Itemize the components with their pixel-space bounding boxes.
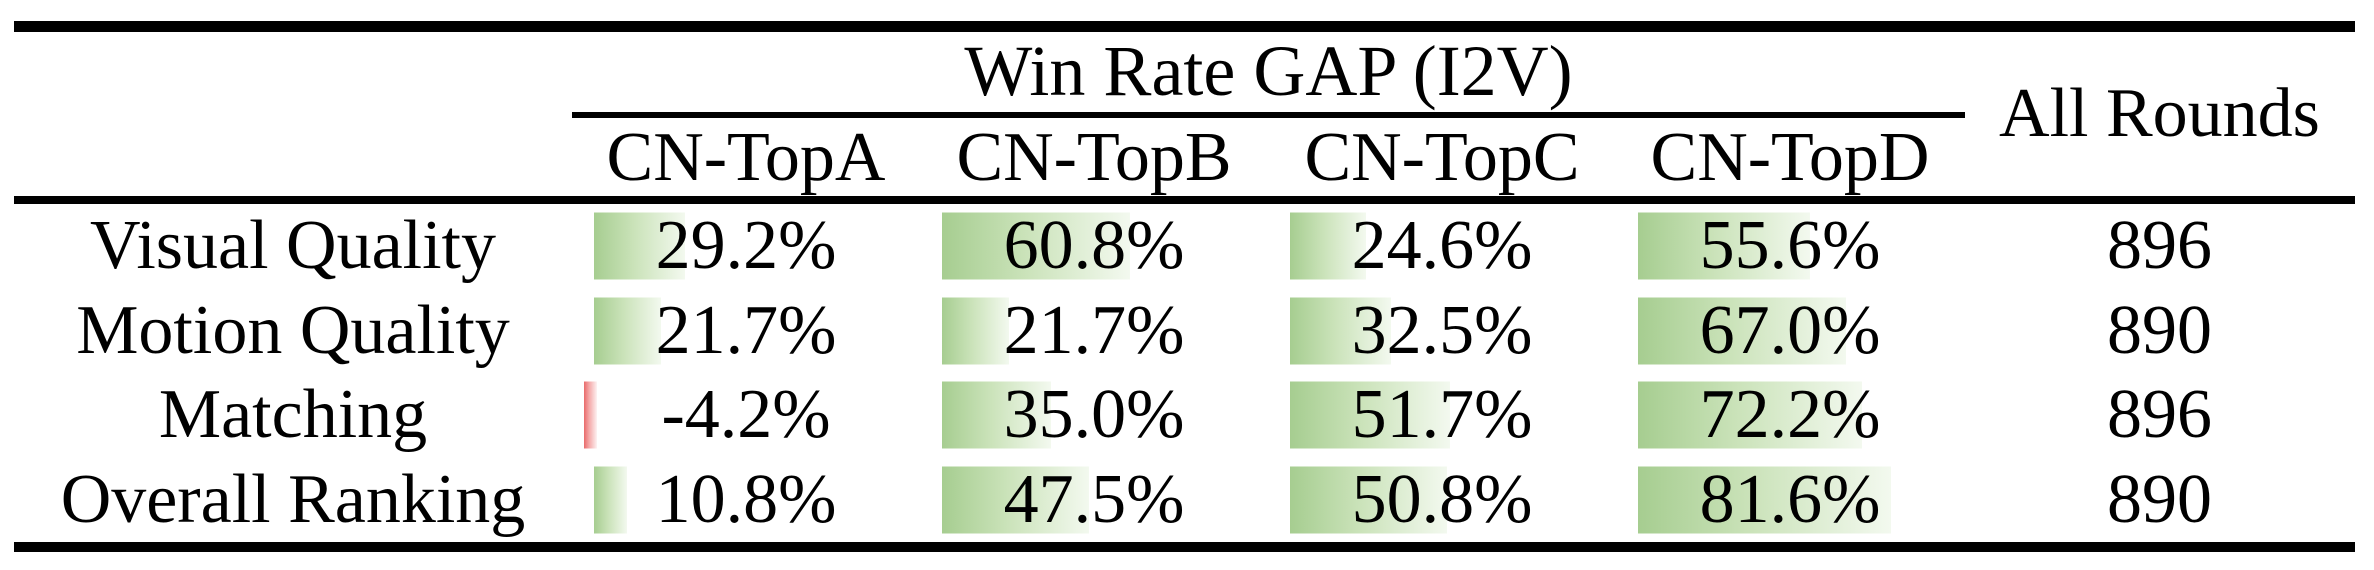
win-rate-cell: 35.0%: [920, 373, 1268, 458]
win-rate-cell: 32.5%: [1268, 289, 1616, 374]
table-body: Visual Quality 29.2% 60.8% 24.6% 55.6% 8…: [14, 204, 2355, 542]
group-header-win-rate-gap: Win Rate GAP (I2V): [964, 30, 1573, 111]
data-bar: [594, 297, 661, 365]
win-rate-cell: 47.5%: [920, 458, 1268, 543]
column-header-cn-topc: CN-TopC: [1304, 119, 1580, 196]
data-bar: [1290, 212, 1366, 280]
data-bar: [1290, 466, 1447, 534]
all-rounds-value: 896: [2107, 207, 2212, 285]
row-label-overall-ranking: Overall Ranking: [60, 460, 526, 538]
data-bar: [1638, 297, 1846, 365]
data-bar: [1290, 381, 1450, 449]
row-label-visual-quality: Visual Quality: [89, 207, 497, 285]
win-rate-cell: 51.7%: [1268, 373, 1616, 458]
row-label-matching: Matching: [158, 376, 428, 454]
win-rate-cell: 60.8%: [920, 204, 1268, 289]
column-header-cn-topd: CN-TopD: [1650, 119, 1930, 196]
win-rate-cell: 81.6%: [1616, 458, 1964, 543]
column-header-all-rounds: All Rounds: [1999, 75, 2320, 152]
data-bar-negative: [584, 381, 597, 449]
row-label-motion-quality: Motion Quality: [76, 291, 510, 369]
win-rate-cell: 55.6%: [1616, 204, 1964, 289]
data-bar: [1290, 297, 1391, 365]
win-rate-cell: 10.8%: [572, 458, 920, 543]
data-bar: [594, 466, 627, 534]
all-rounds-value: 896: [2107, 376, 2212, 454]
data-bar: [942, 466, 1089, 534]
top-rule: [14, 21, 2355, 32]
win-rate-cell: 29.2%: [572, 204, 920, 289]
win-rate-cell: 21.7%: [572, 289, 920, 374]
data-bar: [942, 297, 1009, 365]
data-bar: [1638, 466, 1891, 534]
win-rate-cell: 21.7%: [920, 289, 1268, 374]
column-header-cn-topb: CN-TopB: [956, 119, 1232, 196]
all-rounds-value: 890: [2107, 291, 2212, 369]
data-bar: [942, 212, 1130, 280]
cn-column-headers: CN-TopA CN-TopB CN-TopC CN-TopD: [572, 118, 1964, 196]
win-rate-cell: 24.6%: [1268, 204, 1616, 289]
data-bar: [1638, 381, 1862, 449]
bottom-rule: [14, 542, 2355, 552]
data-bar: [942, 381, 1051, 449]
group-header-underline-rule: [572, 112, 1965, 118]
data-bar: [594, 212, 685, 280]
win-rate-cell: 50.8%: [1268, 458, 1616, 543]
data-bar: [1638, 212, 1810, 280]
all-rounds-value: 890: [2107, 460, 2212, 538]
header-bottom-rule: [14, 196, 2355, 204]
column-header-cn-topa: CN-TopA: [606, 119, 886, 196]
win-rate-cell: 67.0%: [1616, 289, 1964, 374]
win-rate-cell: -4.2%: [572, 373, 920, 458]
win-rate-cell: 72.2%: [1616, 373, 1964, 458]
